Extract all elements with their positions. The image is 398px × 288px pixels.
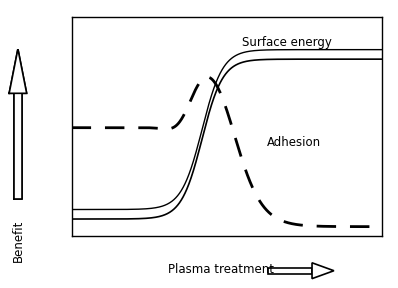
- Polygon shape: [14, 93, 22, 199]
- Text: Surface energy: Surface energy: [242, 35, 332, 48]
- Text: Plasma treatment: Plasma treatment: [168, 263, 273, 276]
- Polygon shape: [312, 263, 334, 279]
- Polygon shape: [268, 268, 312, 274]
- Text: Benefit: Benefit: [12, 220, 24, 262]
- Polygon shape: [9, 49, 27, 93]
- Text: Adhesion: Adhesion: [267, 137, 321, 149]
